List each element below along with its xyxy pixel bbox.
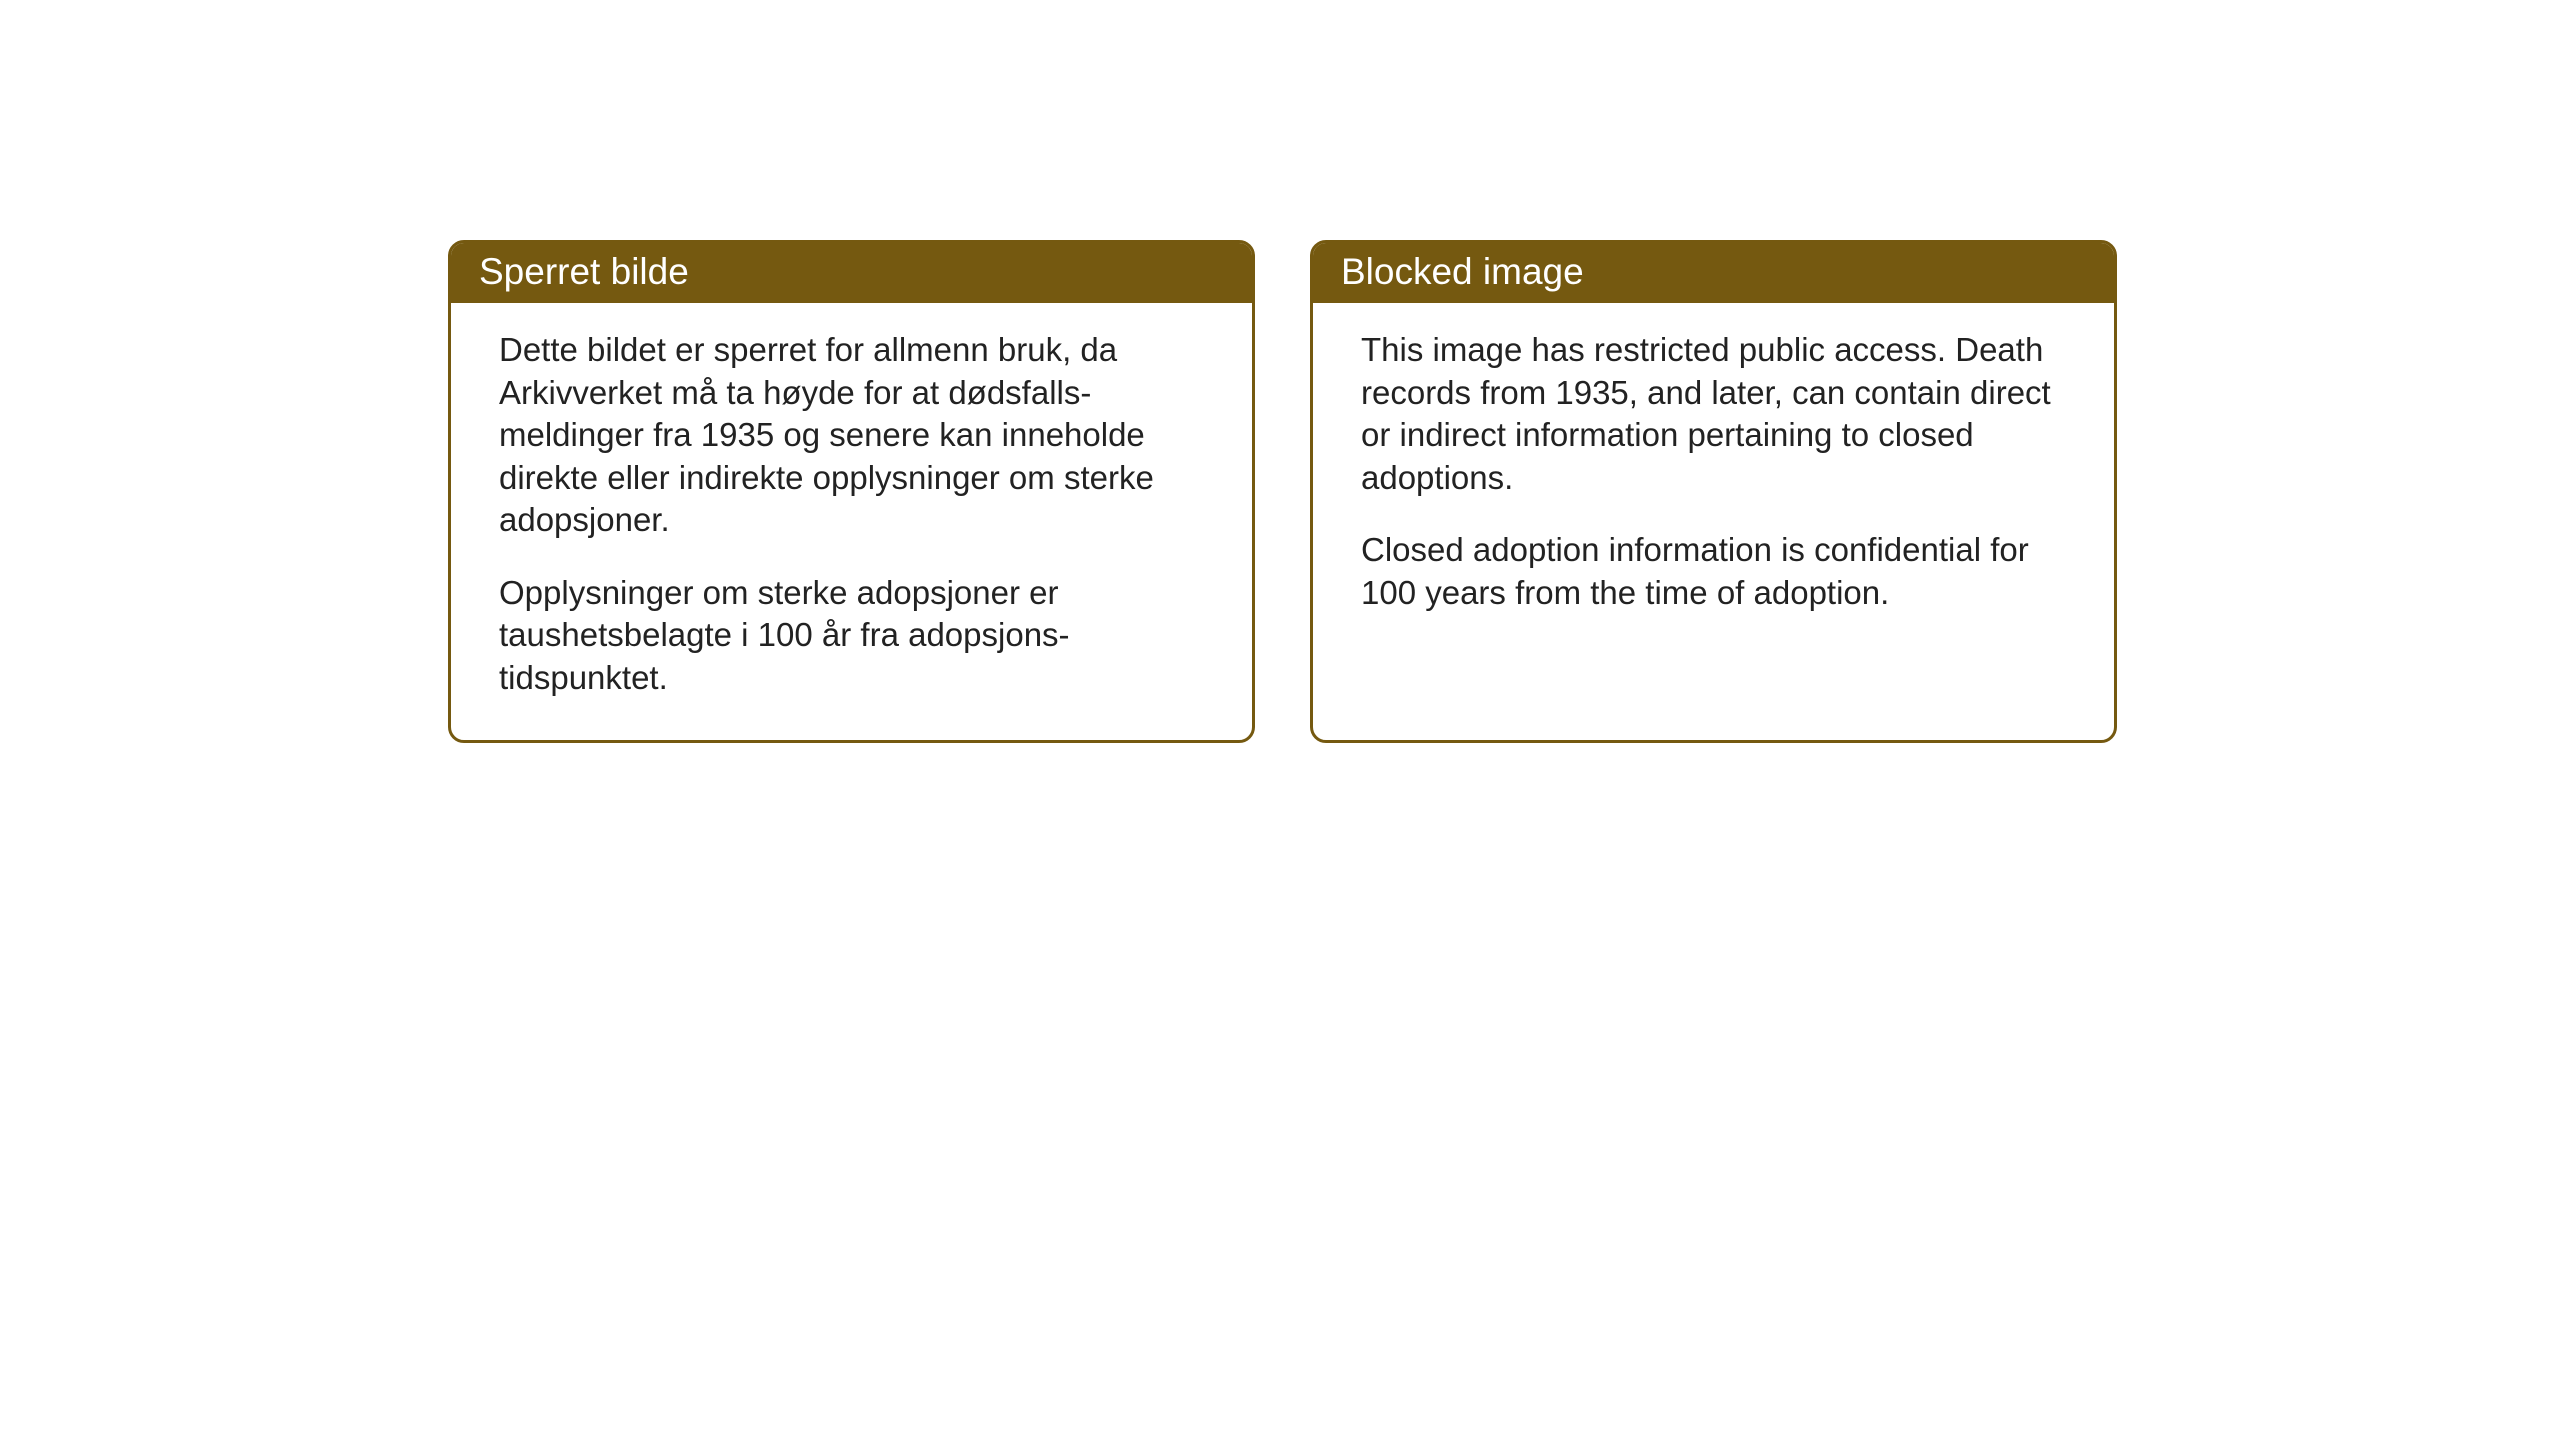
norwegian-para-2: Opplysninger om sterke adopsjoner er tau… — [499, 572, 1212, 700]
english-notice-title: Blocked image — [1313, 243, 2114, 303]
notice-container: Sperret bilde Dette bildet er sperret fo… — [448, 240, 2117, 743]
norwegian-notice-title: Sperret bilde — [451, 243, 1252, 303]
norwegian-notice-box: Sperret bilde Dette bildet er sperret fo… — [448, 240, 1255, 743]
english-para-1: This image has restricted public access.… — [1361, 329, 2074, 499]
english-para-2: Closed adoption information is confident… — [1361, 529, 2074, 614]
english-notice-box: Blocked image This image has restricted … — [1310, 240, 2117, 743]
norwegian-para-1: Dette bildet er sperret for allmenn bruk… — [499, 329, 1212, 542]
norwegian-notice-body: Dette bildet er sperret for allmenn bruk… — [451, 303, 1252, 740]
english-notice-body: This image has restricted public access.… — [1313, 303, 2114, 654]
